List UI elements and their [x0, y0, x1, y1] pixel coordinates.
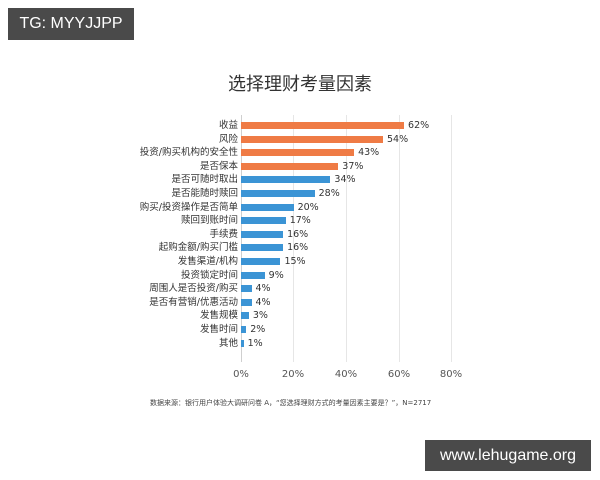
bar	[241, 135, 384, 143]
bar-value-label: 9%	[268, 269, 284, 281]
category-label: 手续费	[209, 228, 238, 240]
bar-value-label: 15%	[284, 256, 306, 267]
x-tick: 40%	[334, 369, 358, 380]
category-label: 投资锁定时间	[180, 269, 238, 281]
category-label: 是否能随时赎回	[171, 188, 238, 199]
bar-value-label: 37%	[342, 160, 364, 172]
bar-value-label: 3%	[252, 310, 268, 322]
bar-value-label: 16%	[287, 242, 309, 254]
bar-value-label: 4%	[255, 296, 271, 308]
bar-value-label: 17%	[289, 215, 311, 227]
bar	[241, 122, 405, 129]
bar	[241, 326, 247, 333]
category-label: 发售规模	[199, 310, 238, 322]
site-watermark: www.lehugame.org	[425, 440, 591, 471]
category-label: 起购金额/购买门槛	[158, 242, 238, 254]
bar	[241, 285, 252, 293]
category-label: 购买/投资操作是否简单	[139, 201, 238, 213]
x-tick: 80%	[439, 369, 463, 380]
chart-title: 选择理财考量因素	[228, 74, 372, 95]
source-note: 数据来源：银行用户体验大调研问卷 A，“您选择理财方式的考量因素主要是？”，N=…	[150, 399, 432, 407]
category-label: 是否有营销/优惠活动	[149, 296, 238, 308]
bar-value-label: 2%	[250, 324, 266, 335]
gridline-0	[241, 115, 242, 362]
bar	[241, 312, 249, 320]
category-label: 周围人是否投资/购买	[149, 283, 238, 295]
bar	[241, 230, 284, 238]
category-label: 收益	[218, 120, 238, 131]
bar-value-label: 43%	[358, 147, 380, 159]
bar	[241, 162, 339, 170]
bar	[241, 339, 244, 347]
category-label: 是否可随时取出	[171, 174, 238, 186]
x-tick: 60%	[387, 369, 411, 380]
bar-value-label: 62%	[408, 120, 430, 131]
gridline-40	[346, 115, 347, 362]
bar	[241, 203, 294, 211]
category-label: 是否保本	[199, 160, 238, 172]
bar-value-label: 4%	[255, 283, 271, 295]
bar	[241, 298, 252, 306]
gridline-60	[399, 115, 400, 362]
x-tick: 20%	[281, 369, 305, 380]
bar	[241, 258, 281, 265]
bar-value-label: 1%	[247, 337, 263, 349]
bar-value-label: 20%	[297, 201, 319, 213]
bar	[241, 217, 286, 225]
bar	[241, 190, 315, 197]
bar	[241, 271, 265, 279]
bar	[241, 149, 355, 157]
bar-value-label: 16%	[287, 228, 309, 240]
bar	[241, 176, 331, 184]
bar	[241, 244, 284, 252]
category-label: 投资/购买机构的安全性	[139, 147, 238, 159]
bar-value-label: 54%	[387, 133, 409, 145]
bar-value-label: 34%	[334, 174, 356, 186]
x-tick: 0%	[233, 369, 249, 380]
category-label: 其他	[218, 337, 238, 349]
category-label: 风险	[218, 133, 238, 145]
bar-value-label: 28%	[318, 188, 340, 199]
gridline-20	[293, 115, 294, 362]
tg-watermark: TG: MYYJJPP	[8, 8, 134, 40]
category-label: 发售时间	[199, 324, 238, 335]
category-label: 赎回到账时间	[180, 215, 238, 227]
category-label: 发售渠道/机构	[177, 256, 238, 267]
gridline-80	[451, 115, 452, 362]
